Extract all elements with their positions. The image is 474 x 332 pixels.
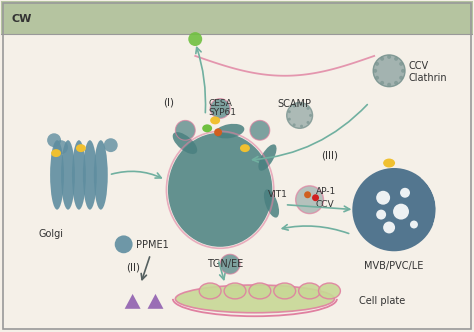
Circle shape <box>304 191 311 198</box>
Polygon shape <box>125 294 141 309</box>
Circle shape <box>410 220 418 228</box>
Ellipse shape <box>258 144 276 171</box>
Text: MVB/PVC/LE: MVB/PVC/LE <box>365 261 424 271</box>
Circle shape <box>307 121 310 124</box>
Text: CESA: CESA <box>208 99 232 108</box>
Circle shape <box>54 140 68 154</box>
Circle shape <box>288 110 291 113</box>
Circle shape <box>300 103 303 106</box>
Circle shape <box>292 124 296 126</box>
Text: (I): (I) <box>163 98 174 108</box>
Text: (II): (II) <box>127 262 141 272</box>
Ellipse shape <box>50 140 64 209</box>
Text: VIT1: VIT1 <box>268 190 288 199</box>
Circle shape <box>188 32 202 46</box>
Text: CCV: CCV <box>316 200 334 209</box>
Circle shape <box>47 133 61 147</box>
Circle shape <box>380 57 384 61</box>
Circle shape <box>352 168 436 251</box>
Text: (III): (III) <box>321 150 338 160</box>
Circle shape <box>296 186 323 213</box>
Ellipse shape <box>61 140 75 209</box>
Ellipse shape <box>72 140 86 209</box>
Polygon shape <box>147 294 164 309</box>
Text: AP-1: AP-1 <box>316 187 336 196</box>
Circle shape <box>250 121 270 140</box>
Text: SCAMP: SCAMP <box>278 99 312 109</box>
Ellipse shape <box>210 117 220 124</box>
Text: SYP61: SYP61 <box>208 109 236 118</box>
Circle shape <box>220 254 240 274</box>
Circle shape <box>292 105 296 108</box>
Circle shape <box>376 191 390 205</box>
Circle shape <box>380 81 384 85</box>
Circle shape <box>400 188 410 198</box>
Circle shape <box>387 83 391 87</box>
Ellipse shape <box>224 283 246 299</box>
Text: TGN/EE: TGN/EE <box>207 259 243 269</box>
Circle shape <box>394 81 398 85</box>
Circle shape <box>401 69 405 73</box>
Circle shape <box>375 62 379 66</box>
Circle shape <box>383 221 395 233</box>
Text: Clathrin: Clathrin <box>409 73 447 83</box>
Ellipse shape <box>274 283 296 299</box>
Ellipse shape <box>215 124 244 138</box>
Ellipse shape <box>51 149 61 157</box>
Ellipse shape <box>173 132 197 154</box>
Ellipse shape <box>94 140 108 209</box>
Circle shape <box>387 55 391 59</box>
FancyBboxPatch shape <box>1 1 473 34</box>
Ellipse shape <box>264 189 279 217</box>
Circle shape <box>399 62 403 66</box>
Circle shape <box>210 99 230 119</box>
Text: CCV: CCV <box>409 61 429 71</box>
Circle shape <box>104 138 118 152</box>
Circle shape <box>394 57 398 61</box>
Circle shape <box>307 107 310 110</box>
Text: CW: CW <box>11 15 32 25</box>
Ellipse shape <box>199 283 221 299</box>
Circle shape <box>300 125 303 128</box>
Ellipse shape <box>202 124 212 132</box>
Circle shape <box>373 69 377 73</box>
Text: Cell plate: Cell plate <box>359 296 406 306</box>
Circle shape <box>375 76 379 80</box>
Ellipse shape <box>319 283 340 299</box>
Ellipse shape <box>175 285 335 313</box>
Text: PPME1: PPME1 <box>136 240 168 250</box>
Circle shape <box>175 121 195 140</box>
Circle shape <box>376 209 386 219</box>
Circle shape <box>309 114 312 117</box>
Circle shape <box>393 204 409 219</box>
Ellipse shape <box>299 283 320 299</box>
Text: Golgi: Golgi <box>38 229 64 239</box>
Circle shape <box>288 118 291 121</box>
Circle shape <box>287 103 312 128</box>
Ellipse shape <box>83 140 97 209</box>
Circle shape <box>399 76 403 80</box>
Ellipse shape <box>249 283 271 299</box>
Circle shape <box>312 194 319 201</box>
Circle shape <box>373 55 405 87</box>
Ellipse shape <box>76 144 86 152</box>
Circle shape <box>115 235 133 253</box>
Ellipse shape <box>383 159 395 167</box>
Circle shape <box>214 128 222 136</box>
Ellipse shape <box>240 144 250 152</box>
Ellipse shape <box>168 133 272 247</box>
